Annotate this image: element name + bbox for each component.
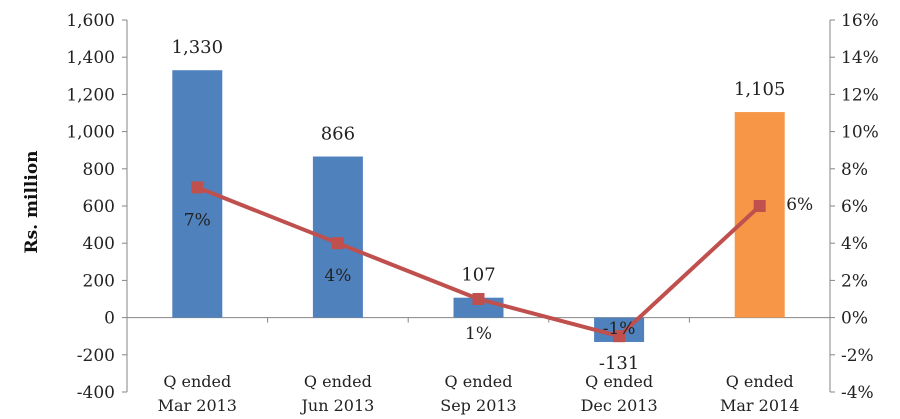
- y2-tick-label: 12%: [841, 85, 879, 105]
- y2-tick-label: 0%: [841, 309, 868, 329]
- y2-tick-label: 14%: [841, 48, 879, 68]
- y-axis-title: Rs. million: [22, 150, 42, 253]
- y2-tick-label: 8%: [841, 160, 868, 180]
- x-category-label: Q ended Mar 2014: [720, 372, 799, 415]
- y-tick-label: 1,400: [66, 48, 115, 68]
- x-category-label: Q ended Dec 2013: [581, 372, 658, 415]
- x-category-label: Q ended Sep 2013: [440, 372, 516, 415]
- line-marker: [331, 237, 344, 250]
- bars-group: [172, 70, 785, 342]
- y-tick-label: 1,000: [66, 123, 115, 143]
- line-value-label: 4%: [324, 266, 351, 286]
- line-marker: [613, 330, 626, 343]
- y-tick-label: 200: [83, 271, 115, 291]
- y2-tick-label: 2%: [841, 271, 868, 291]
- y-tick-label: -200: [77, 346, 115, 366]
- labels-group: 1,330 866 107 -131 1,105 7% 4% 1% -1% 6%: [172, 37, 814, 374]
- y-tick-label: 1,200: [66, 85, 115, 105]
- line-marker: [753, 200, 766, 212]
- y2-tick-label: 16%: [841, 11, 879, 31]
- y-tick-label: 800: [83, 160, 115, 180]
- y2-tick-label: 4%: [841, 234, 868, 254]
- y-tick-label: 0: [104, 309, 115, 329]
- y-tick-label: 600: [83, 197, 115, 217]
- line-value-label: 7%: [184, 210, 211, 230]
- x-category-label: Q ended Mar 2013: [158, 372, 237, 415]
- bar-value-label: 866: [321, 124, 355, 145]
- line-marker: [191, 181, 204, 194]
- bar-value-label: 1,330: [172, 37, 224, 58]
- line-marker: [472, 293, 485, 305]
- bar-value-label: 107: [461, 265, 495, 286]
- line-value-label: -1%: [603, 319, 636, 339]
- y2-tick-label: 10%: [841, 123, 879, 143]
- y-tick-label: 400: [83, 234, 115, 254]
- y-tick-label: -400: [77, 383, 115, 403]
- bar: [734, 112, 785, 318]
- bar-value-label: -131: [599, 353, 639, 374]
- line-value-label: 6%: [786, 195, 813, 215]
- y2-tick-label: 6%: [841, 197, 868, 217]
- x-category-label: Q ended Jun 2013: [299, 372, 374, 415]
- line-value-label: 1%: [465, 324, 492, 344]
- y-tick-label: 1,600: [66, 11, 115, 31]
- line-series-group: [191, 181, 766, 343]
- y2-tick-label: -4%: [841, 383, 874, 403]
- y2-tick-label: -2%: [841, 346, 874, 366]
- bar-value-label: 1,105: [734, 79, 786, 100]
- axes-group: -400 -200 0 200 400 600 800 1,000 1,200 1,400 1,60…: [66, 11, 878, 415]
